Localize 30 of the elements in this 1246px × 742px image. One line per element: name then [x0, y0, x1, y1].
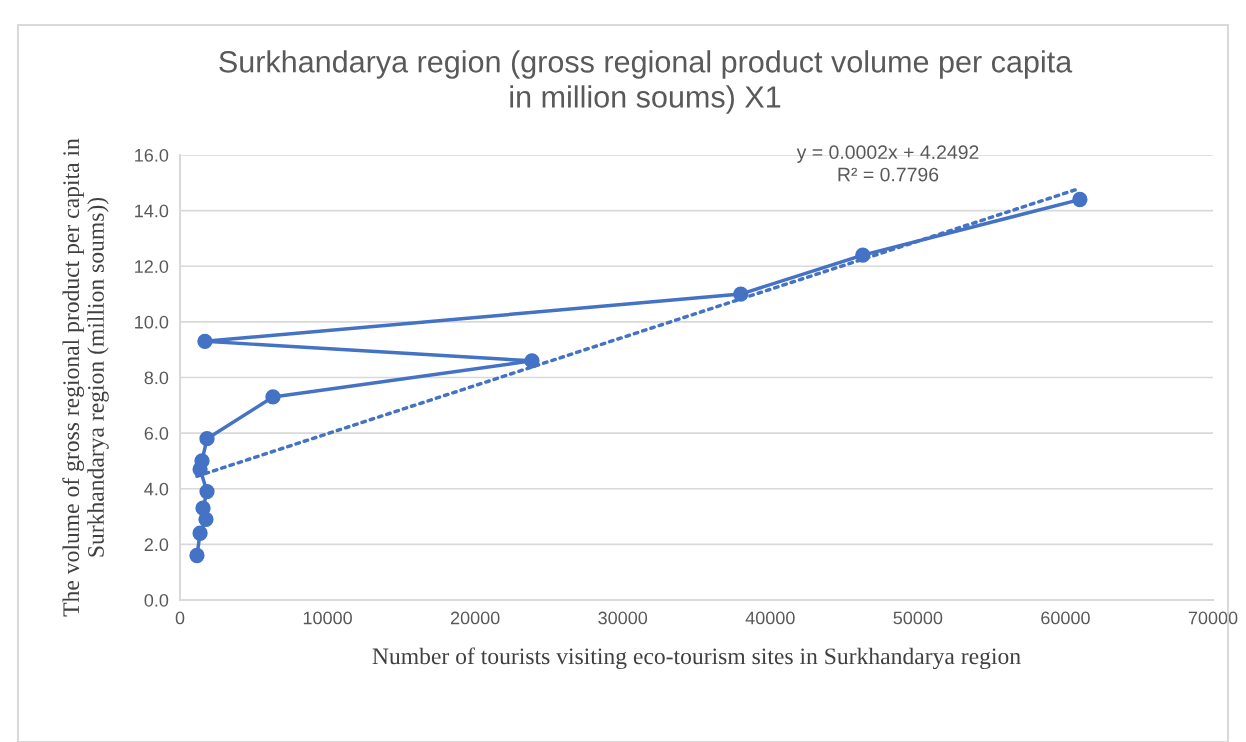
y-tick-label: 12.0 [135, 260, 169, 273]
point [197, 333, 213, 349]
x-axis-title: Number of tourists visiting eco-tourism sites in Surkhandarya region [372, 647, 1021, 670]
point [194, 453, 210, 469]
point [265, 389, 281, 405]
x-tick-label: 50000 [893, 611, 943, 625]
x-tick-label: 20000 [450, 611, 500, 625]
y-tick-label: 16.0 [135, 148, 169, 162]
y-tick-label: 10.0 [135, 315, 169, 329]
x-tick-label: 30000 [598, 611, 648, 625]
point [192, 525, 208, 541]
point [189, 547, 205, 564]
y-tick-label: 2.0 [144, 538, 169, 552]
y-tick-label: 6.0 [144, 427, 169, 440]
y-tick-label: 14.0 [135, 204, 169, 218]
point [1072, 191, 1088, 208]
x-tick-label: 10000 [303, 611, 352, 625]
x-tick-label: 60000 [1041, 611, 1090, 625]
y-tick-label: 0.0 [144, 593, 169, 607]
point [199, 431, 215, 447]
y-tick-label: 4.0 [144, 482, 169, 496]
x-tick-label: 0 [175, 611, 185, 625]
y-axis-title: The volume of gross regional product per capita in Surkhandarya region (million soums)) [62, 138, 109, 617]
x-tick-label: 40000 [745, 611, 795, 625]
chart-title: Surkhandarya region (gross regional product volume per capita in million soums) X1 [219, 50, 1073, 114]
point [195, 500, 211, 516]
point [199, 483, 215, 500]
y-tick-label: 8.0 [144, 371, 169, 385]
x-tick-label: 70000 [1188, 611, 1238, 625]
annotation: y = 0.0002x + 4.2492 R² = 0.7796 [796, 145, 979, 182]
